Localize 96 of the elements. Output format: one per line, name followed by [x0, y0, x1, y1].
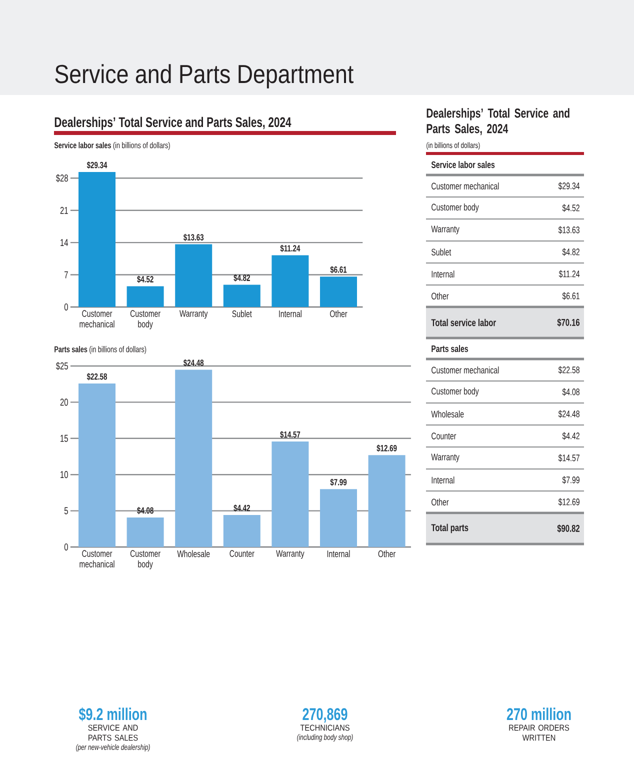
- y-tick-label: 7: [64, 271, 68, 278]
- chart-subtitle: Dealerships’ Total Service and Parts Sales, 2024: [54, 116, 292, 130]
- text: $12.69: [558, 498, 580, 506]
- bar: [320, 276, 357, 307]
- chart-title: Service and Parts Department: [55, 64, 354, 88]
- category-label: Customer body: [432, 388, 479, 396]
- text: (including body shop): [297, 734, 353, 742]
- x-tick-label: Other: [378, 550, 396, 558]
- y-tick-label: $28: [56, 174, 68, 182]
- bar: [126, 286, 164, 307]
- text: $13.63: [558, 226, 580, 234]
- text: $4.08: [562, 388, 580, 396]
- y-tick-label: 0: [64, 543, 68, 551]
- category-label: Wholesale: [431, 410, 464, 418]
- data-label: $11.24: [280, 244, 300, 252]
- bar: [272, 442, 309, 547]
- x-tick-label: Customer mechanical: [80, 310, 114, 328]
- bar: [175, 244, 212, 307]
- x-tick-label: Customer body: [130, 310, 160, 330]
- category-label: Internal: [432, 476, 454, 484]
- bar: [223, 284, 260, 307]
- category-label: Internal: [432, 270, 454, 278]
- category-label: Customer body: [432, 204, 479, 212]
- text: 270 million: [506, 708, 571, 720]
- x-tick-label: Internal: [327, 550, 350, 558]
- x-tick-label: Internal: [279, 310, 302, 318]
- y-tick-label: 14: [60, 239, 68, 246]
- text: SERVICE AND PARTS SALES: [88, 724, 138, 741]
- data-label: $4.52: [137, 276, 154, 283]
- text: $24.48: [558, 410, 580, 418]
- text: $22.58: [558, 366, 580, 374]
- bar: [223, 514, 260, 547]
- y-tick-label: 0: [64, 303, 68, 311]
- text: Parts sales: [432, 345, 468, 352]
- data-label: $14.57: [280, 430, 300, 438]
- category-label: Warranty: [431, 226, 460, 234]
- bar: [320, 489, 357, 547]
- text: (per new-vehicle dealership): [76, 744, 150, 752]
- category-label: Total parts: [431, 524, 468, 534]
- text: $70.16: [557, 318, 580, 327]
- bar: [368, 455, 406, 547]
- x-tick-label: Sublet: [232, 310, 252, 318]
- text: $29.34: [558, 182, 580, 190]
- y-axis-title: Service labor sales (in billions of dollars): [54, 142, 170, 150]
- text: $9.2 million: [78, 707, 146, 722]
- text: REPAIR ORDERS WRITTEN: [509, 724, 570, 741]
- text: 270,869: [302, 708, 348, 723]
- category-label: Total service labor: [431, 318, 496, 326]
- data-label: $4.82: [234, 274, 250, 282]
- data-label: $13.63: [184, 234, 204, 242]
- bar: [126, 517, 164, 547]
- data-label: $4.08: [137, 506, 154, 514]
- x-tick-label: Customer mechanical: [80, 550, 114, 568]
- text: (in billions of dollars): [426, 142, 480, 150]
- text: $14.57: [558, 454, 580, 462]
- x-tick-label: Customer body: [130, 550, 160, 570]
- y-axis-title: Parts sales (in billions of dollars): [54, 346, 146, 354]
- x-tick-label: Other: [330, 310, 348, 318]
- y-tick-label: 10: [60, 471, 68, 478]
- x-tick-label: Wholesale: [177, 550, 210, 558]
- data-label: $4.42: [234, 504, 250, 512]
- text: $6.61: [562, 292, 580, 300]
- text: Dealerships’ Total Service and Parts Sales, 2024: [426, 108, 570, 136]
- bar: [175, 370, 212, 547]
- text: $7.99: [562, 476, 580, 484]
- bar: [272, 255, 309, 307]
- text: Service labor sales: [431, 161, 495, 168]
- y-tick-label: 15: [60, 434, 68, 442]
- text: $11.24: [558, 270, 580, 278]
- category-label: Sublet: [432, 248, 452, 256]
- bar: [78, 384, 116, 547]
- category-label: Warranty: [431, 454, 460, 462]
- x-tick-label: Warranty: [276, 550, 304, 559]
- text: $4.42: [562, 432, 580, 440]
- category-label: Counter: [432, 432, 456, 440]
- data-label: $22.58: [86, 372, 107, 380]
- x-tick-label: Warranty: [180, 310, 208, 319]
- y-tick-label: $25: [56, 362, 68, 370]
- text: TECHNICIANS: [300, 724, 350, 731]
- data-label: $12.69: [376, 444, 397, 452]
- data-label: $6.61: [330, 266, 347, 274]
- category-label: Customer mechanical: [432, 366, 499, 374]
- y-tick-label: 5: [64, 507, 68, 514]
- category-label: Other: [432, 292, 449, 300]
- category-label: Other: [432, 498, 449, 506]
- category-label: Customer mechanical: [432, 182, 499, 190]
- text: $4.82: [562, 248, 580, 256]
- x-tick-label: Counter: [230, 550, 254, 557]
- data-label: $24.48: [184, 359, 204, 367]
- y-tick-label: 21: [60, 206, 68, 214]
- y-tick-label: 20: [60, 398, 68, 406]
- text: $4.52: [562, 204, 580, 212]
- text: $90.82: [557, 524, 580, 533]
- data-label: $29.34: [86, 161, 108, 169]
- data-label: $7.99: [330, 478, 347, 486]
- bar: [78, 172, 116, 307]
